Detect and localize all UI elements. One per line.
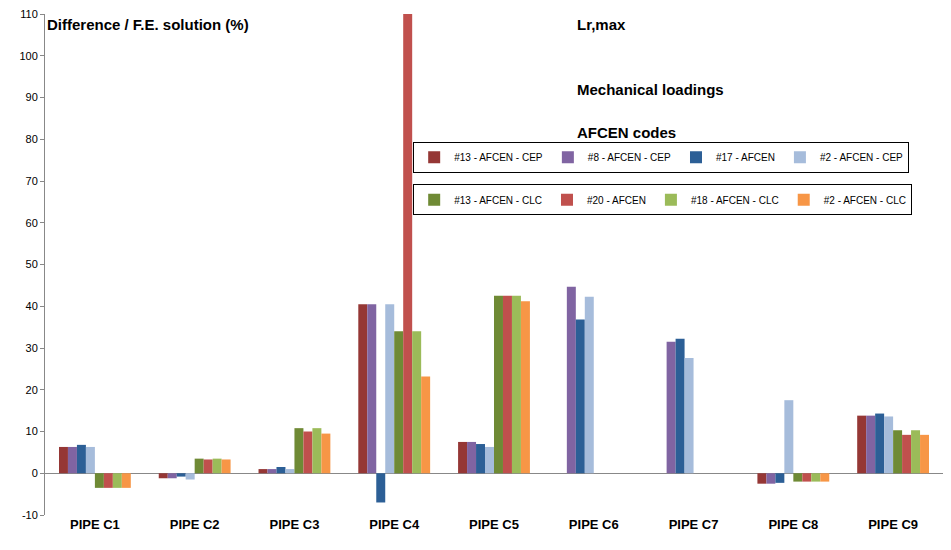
- svg-text:PIPE C8: PIPE C8: [768, 517, 818, 532]
- svg-text:#8 - AFCEN - CEP: #8 - AFCEN - CEP: [588, 152, 671, 163]
- svg-text:60: 60: [26, 217, 38, 229]
- svg-text:#13 - AFCEN - CEP: #13 - AFCEN - CEP: [454, 152, 543, 163]
- svg-text:90: 90: [26, 91, 38, 103]
- svg-text:PIPE C4: PIPE C4: [369, 517, 420, 532]
- svg-text:30: 30: [26, 342, 38, 354]
- svg-text:PIPE C6: PIPE C6: [569, 517, 619, 532]
- svg-text:80: 80: [26, 133, 38, 145]
- svg-text:AFCEN codes: AFCEN codes: [577, 124, 676, 141]
- svg-text:#13 - AFCEN - CLC: #13 - AFCEN - CLC: [454, 195, 542, 206]
- svg-text:70: 70: [26, 175, 38, 187]
- svg-text:Mechanical loadings: Mechanical loadings: [577, 81, 724, 98]
- svg-text:#2 - AFCEN - CEP: #2 - AFCEN - CEP: [820, 152, 903, 163]
- svg-text:Difference / F.E. solution (%): Difference / F.E. solution (%): [47, 16, 249, 33]
- svg-text:PIPE C2: PIPE C2: [170, 517, 220, 532]
- svg-text:100: 100: [19, 50, 37, 62]
- svg-text:50: 50: [26, 258, 38, 270]
- svg-text:0: 0: [32, 467, 38, 479]
- svg-text:PIPE C7: PIPE C7: [669, 517, 719, 532]
- svg-text:Lr,max: Lr,max: [577, 16, 626, 33]
- svg-text:#17 - AFCEN: #17 - AFCEN: [716, 152, 775, 163]
- svg-text:110: 110: [20, 8, 38, 20]
- svg-text:20: 20: [26, 384, 38, 396]
- svg-text:PIPE C9: PIPE C9: [868, 517, 918, 532]
- svg-text:-10: -10: [22, 509, 38, 521]
- svg-text:PIPE C5: PIPE C5: [469, 517, 519, 532]
- svg-text:10: 10: [26, 425, 38, 437]
- svg-text:PIPE C3: PIPE C3: [270, 517, 320, 532]
- svg-text:40: 40: [26, 300, 38, 312]
- svg-text:PIPE C1: PIPE C1: [70, 517, 120, 532]
- svg-text:#20 - AFCEN: #20 - AFCEN: [587, 195, 646, 206]
- svg-text:#18 - AFCEN - CLC: #18 - AFCEN - CLC: [691, 195, 779, 206]
- svg-text:#2 - AFCEN - CLC: #2 - AFCEN - CLC: [824, 195, 906, 206]
